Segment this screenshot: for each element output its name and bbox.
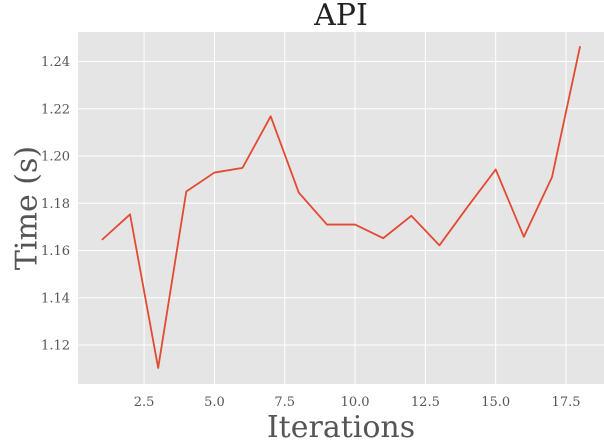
x-tick-label: 2.5: [134, 395, 155, 410]
y-tick-label: 1.14: [41, 291, 70, 306]
x-tick-label: 5.0: [204, 395, 225, 410]
x-tick-label: 10.0: [341, 395, 370, 410]
series-group: [101, 45, 581, 369]
y-tick-label: 1.16: [41, 244, 70, 259]
x-tick-labels: 2.5 5.0 7.5 10.0 12.5 15.0 17.5: [134, 395, 581, 410]
y-axis-label: Time (s): [10, 146, 45, 270]
plot-area: [78, 32, 604, 384]
y-tick-label: 1.24: [41, 55, 70, 70]
y-tick-label: 1.22: [41, 102, 70, 117]
x-tick-label: 15.0: [481, 395, 510, 410]
y-tick-label: 1.12: [41, 339, 70, 354]
x-tick-label: 7.5: [274, 395, 295, 410]
y-tick-label: 1.18: [41, 197, 70, 212]
x-axis-label: Iterations: [267, 410, 415, 444]
series-line: [101, 45, 581, 369]
y-tick-label: 1.20: [41, 150, 70, 165]
x-tick-label: 17.5: [552, 395, 581, 410]
grid-lines: [78, 32, 604, 384]
chart-title: API: [313, 0, 368, 33]
y-tick-labels: 1.12 1.14 1.16 1.18 1.20 1.22 1.24: [41, 55, 70, 353]
x-tick-label: 12.5: [411, 395, 440, 410]
